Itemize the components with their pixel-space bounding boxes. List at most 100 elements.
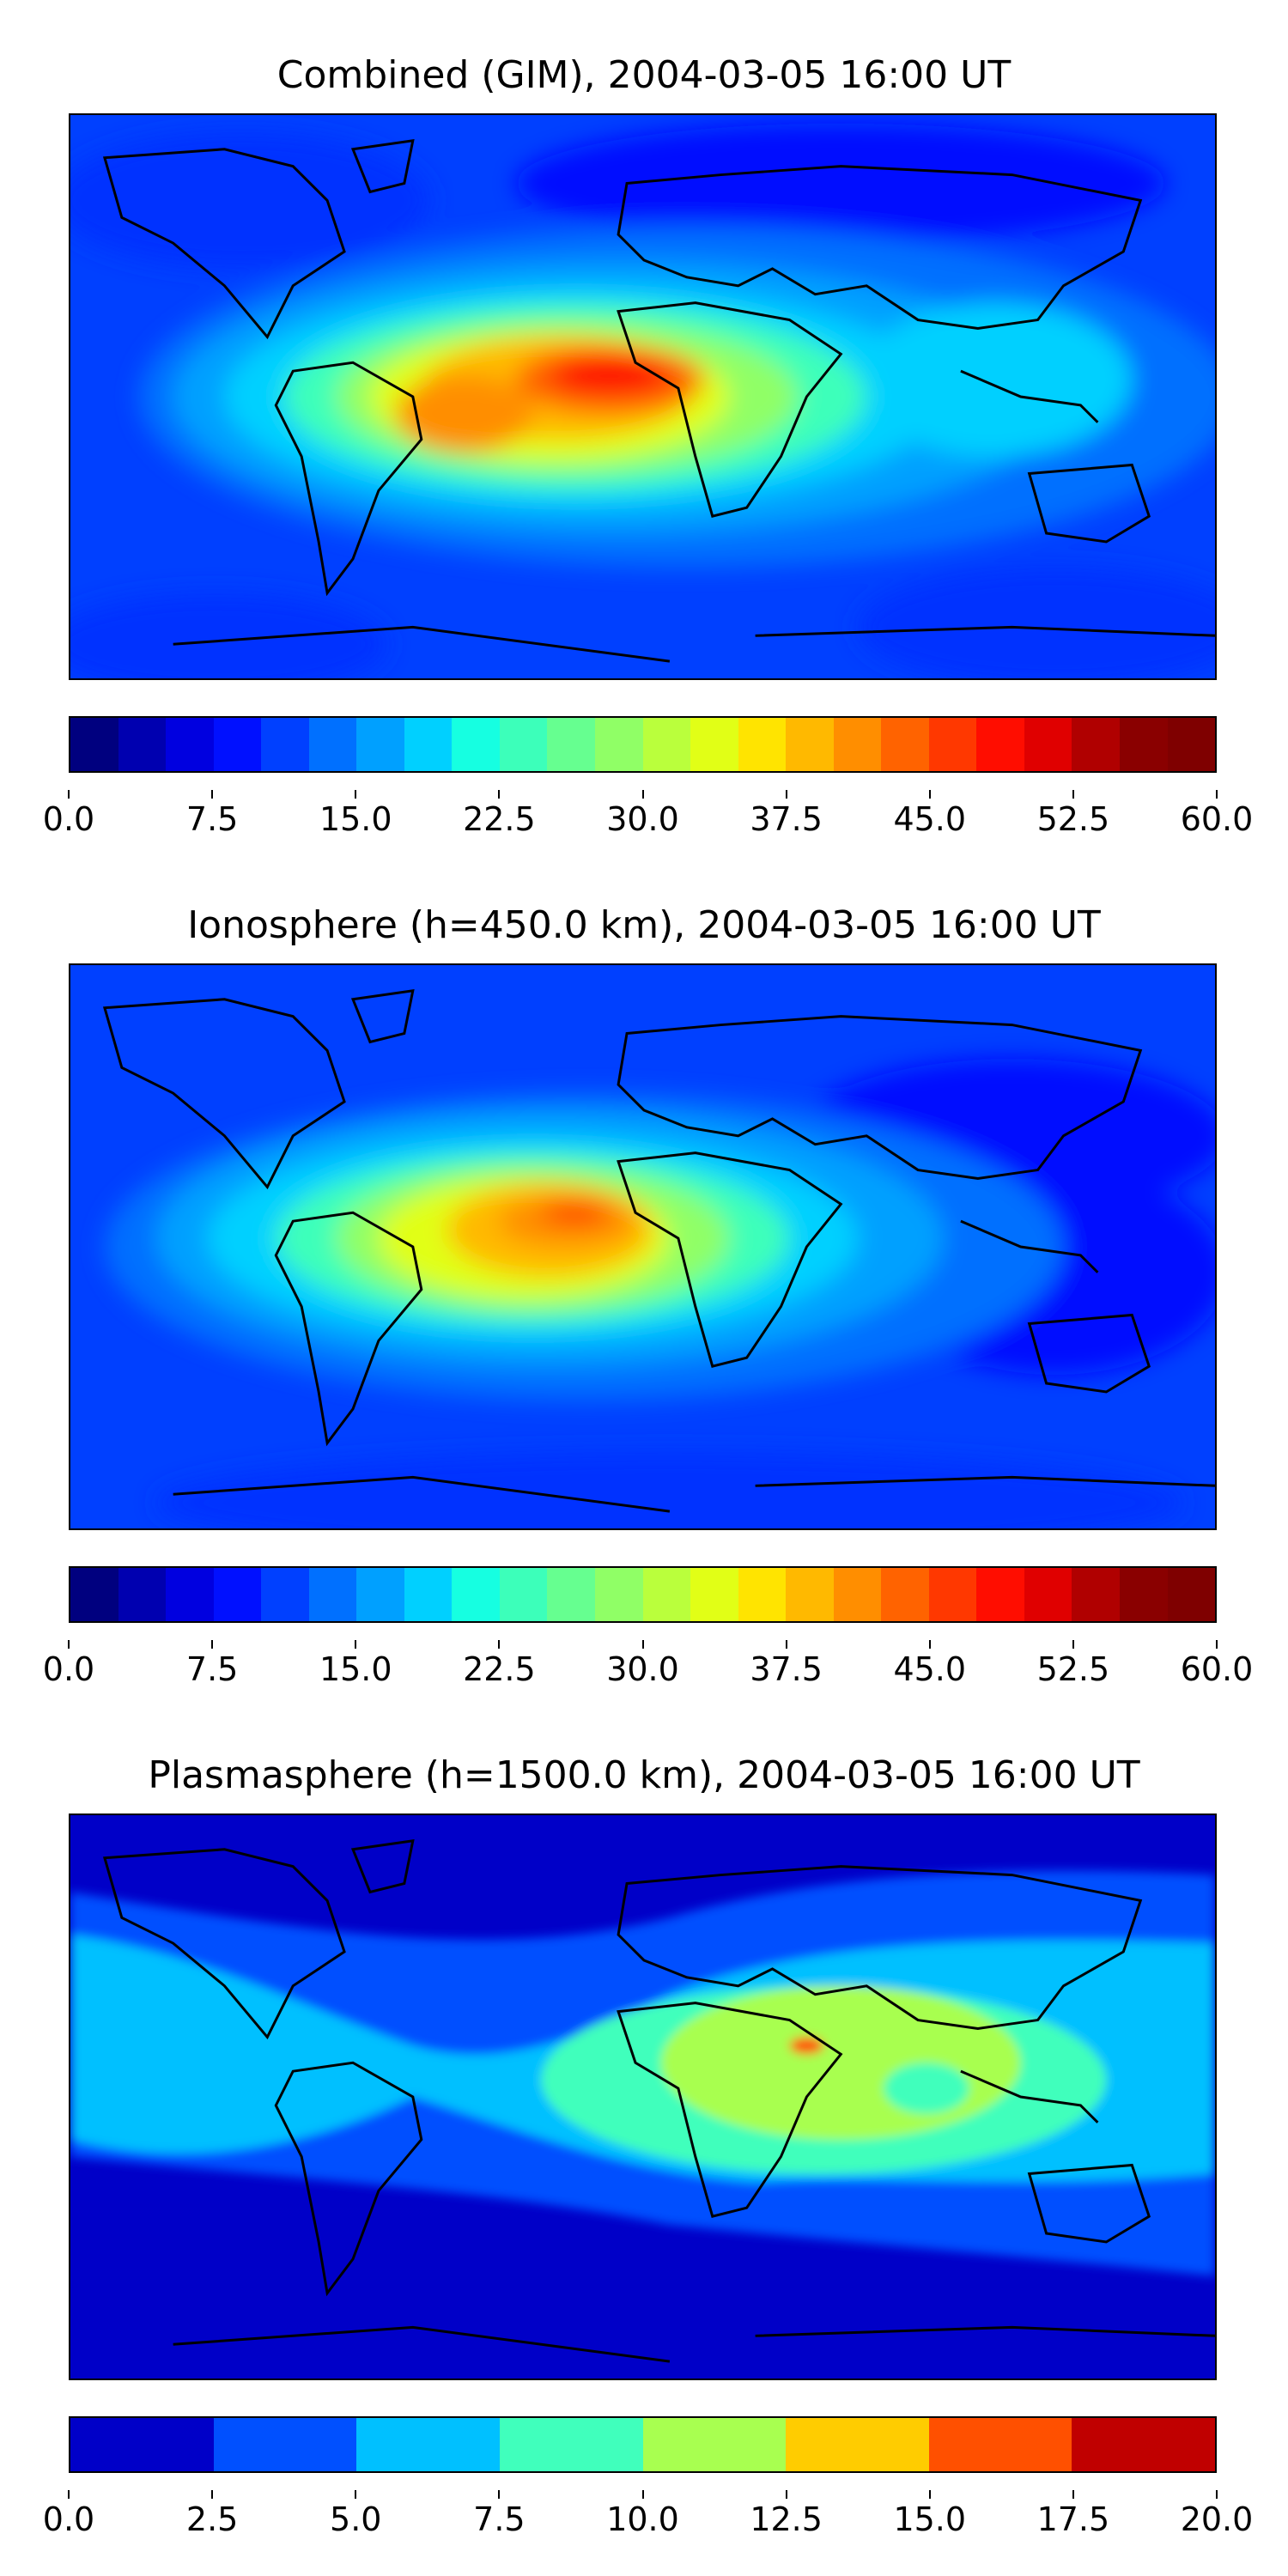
colorbar-1-level-16: [833, 718, 882, 771]
colorbar-1-tick-mark: [928, 790, 931, 799]
colorbar-1-tick-label: 30.0: [606, 800, 679, 838]
colorbar-1-level-3: [213, 718, 262, 771]
colorbar-1-tick-label: 45.0: [893, 800, 967, 838]
colorbar-3-tick-label: 12.5: [750, 2500, 823, 2538]
colorbar-2-level-3: [213, 1568, 262, 1621]
colorbar-1-level-1: [118, 718, 167, 771]
colorbar-3-tick-label: 10.0: [606, 2500, 679, 2538]
panel-2-coastlines: [102, 989, 1215, 1513]
colorbar-2-tick-label: 52.5: [1036, 1650, 1110, 1688]
colorbar-1-tick-mark: [355, 790, 357, 799]
colorbar-3-level-3: [499, 2418, 643, 2471]
panel-2-map-svg: [70, 965, 1215, 1528]
panel-3-colorbar: [69, 2416, 1217, 2473]
colorbar-2-level-19: [976, 1568, 1024, 1621]
colorbar-3-level-5: [786, 2418, 929, 2471]
panel-1-map: [69, 113, 1217, 680]
colorbar-1-level-23: [1167, 718, 1215, 771]
panel-1-map-svg: [70, 115, 1215, 678]
panel-1-title: Combined (GIM), 2004-03-05 16:00 UT: [276, 53, 1012, 97]
colorbar-1-level-9: [499, 718, 548, 771]
colorbar-2-level-15: [786, 1568, 834, 1621]
colorbar-2-level-11: [595, 1568, 643, 1621]
colorbar-2-tick-label: 0.0: [42, 1650, 95, 1688]
colorbar-2-tick-mark: [785, 1640, 787, 1649]
panel-3-coastlines: [102, 1839, 1215, 2363]
colorbar-1-level-19: [976, 718, 1024, 771]
colorbar-3-level-1: [213, 2418, 357, 2471]
colorbar-3-tick-label: 5.0: [330, 2500, 382, 2538]
colorbar-2-level-8: [452, 1568, 500, 1621]
colorbar-3-tick-mark: [211, 2490, 214, 2499]
colorbar-2-level-12: [642, 1568, 691, 1621]
panel-3-colorbar-ticks: 0.0 2.5 5.0 7.5 10.0 12.5 15.0 17.5 20.0: [43, 2490, 1253, 2538]
colorbar-1-tick-mark: [641, 790, 644, 799]
colorbar-1-tick-mark: [211, 790, 214, 799]
colorbar-3-tick-mark: [355, 2490, 357, 2499]
colorbar-1-level-15: [786, 718, 834, 771]
panel-1-coastlines: [102, 139, 1215, 663]
colorbar-2-tick-mark: [641, 1640, 644, 1649]
colorbar-2-level-0: [70, 1568, 118, 1621]
colorbar-1-tick-label: 0.0: [42, 800, 95, 838]
colorbar-2-tick-label: 22.5: [463, 1650, 536, 1688]
colorbar-1-level-8: [452, 718, 500, 771]
colorbar-2-tick-mark: [1072, 1640, 1074, 1649]
colorbar-3-tick-label: 20.0: [1180, 2500, 1254, 2538]
colorbar-3-level-0: [70, 2418, 214, 2471]
colorbar-2-level-4: [261, 1568, 309, 1621]
colorbar-2-tick-mark: [68, 1640, 70, 1649]
colorbar-2-level-5: [308, 1568, 357, 1621]
colorbar-1-tick-mark: [68, 790, 70, 799]
panel-1-colorbar: [69, 716, 1217, 773]
panel-2-colorbar-ticks: 0.0 7.5 15.0 22.5 30.0 37.5 45.0 52.5 60.0: [43, 1640, 1253, 1688]
colorbar-2-level-7: [404, 1568, 453, 1621]
panel-3-map-svg: [70, 1815, 1215, 2379]
colorbar-1-tick-mark: [498, 790, 501, 799]
colorbar-1-level-0: [70, 718, 118, 771]
colorbar-2-level-22: [1120, 1568, 1168, 1621]
colorbar-1-level-5: [308, 718, 357, 771]
colorbar-3-tick-mark: [1072, 2490, 1074, 2499]
colorbar-3-level-2: [356, 2418, 500, 2471]
colorbar-3-level-6: [928, 2418, 1072, 2471]
colorbar-2-tick-label: 45.0: [893, 1650, 967, 1688]
colorbar-2-tick-mark: [211, 1640, 214, 1649]
colorbar-3-tick-mark: [1216, 2490, 1218, 2499]
colorbar-3-tick-label: 7.5: [473, 2500, 526, 2538]
colorbar-1-level-11: [595, 718, 643, 771]
panel-3-title: Plasmasphere (h=1500.0 km), 2004-03-05 1…: [148, 1753, 1140, 1797]
colorbar-2-level-18: [928, 1568, 977, 1621]
panel-2-title: Ionosphere (h=450.0 km), 2004-03-05 16:0…: [187, 903, 1101, 947]
colorbar-1-level-7: [404, 718, 453, 771]
colorbar-1-tick-mark: [1072, 790, 1074, 799]
colorbar-1-tick-label: 7.5: [185, 800, 239, 838]
colorbar-2-level-1: [118, 1568, 167, 1621]
panel-3-map: [69, 1814, 1217, 2380]
colorbar-3-level-4: [642, 2418, 787, 2471]
colorbar-3-tick-label: 15.0: [893, 2500, 967, 2538]
colorbar-3-level-7: [1072, 2418, 1215, 2471]
colorbar-1-level-12: [642, 718, 691, 771]
panel-2-colorbar: [69, 1566, 1217, 1623]
colorbar-3-tick-mark: [928, 2490, 931, 2499]
colorbar-1-level-20: [1024, 718, 1072, 771]
colorbar-1-level-14: [738, 718, 787, 771]
colorbar-1-tick-label: 22.5: [463, 800, 536, 838]
colorbar-2-level-16: [833, 1568, 882, 1621]
colorbar-1-tick-mark: [1216, 790, 1218, 799]
colorbar-3-tick-mark: [641, 2490, 644, 2499]
colorbar-3-tick-label: 0.0: [42, 2500, 95, 2538]
colorbar-2-level-20: [1024, 1568, 1072, 1621]
colorbar-2-level-21: [1072, 1568, 1121, 1621]
colorbar-1-tick-label: 15.0: [319, 800, 392, 838]
colorbar-3-tick-mark: [498, 2490, 501, 2499]
colorbar-1-level-21: [1072, 718, 1121, 771]
colorbar-2-level-14: [738, 1568, 787, 1621]
colorbar-2-level-6: [356, 1568, 404, 1621]
colorbar-2-level-13: [690, 1568, 738, 1621]
colorbar-2-level-9: [499, 1568, 548, 1621]
colorbar-1-level-6: [356, 718, 404, 771]
colorbar-2-level-17: [881, 1568, 929, 1621]
